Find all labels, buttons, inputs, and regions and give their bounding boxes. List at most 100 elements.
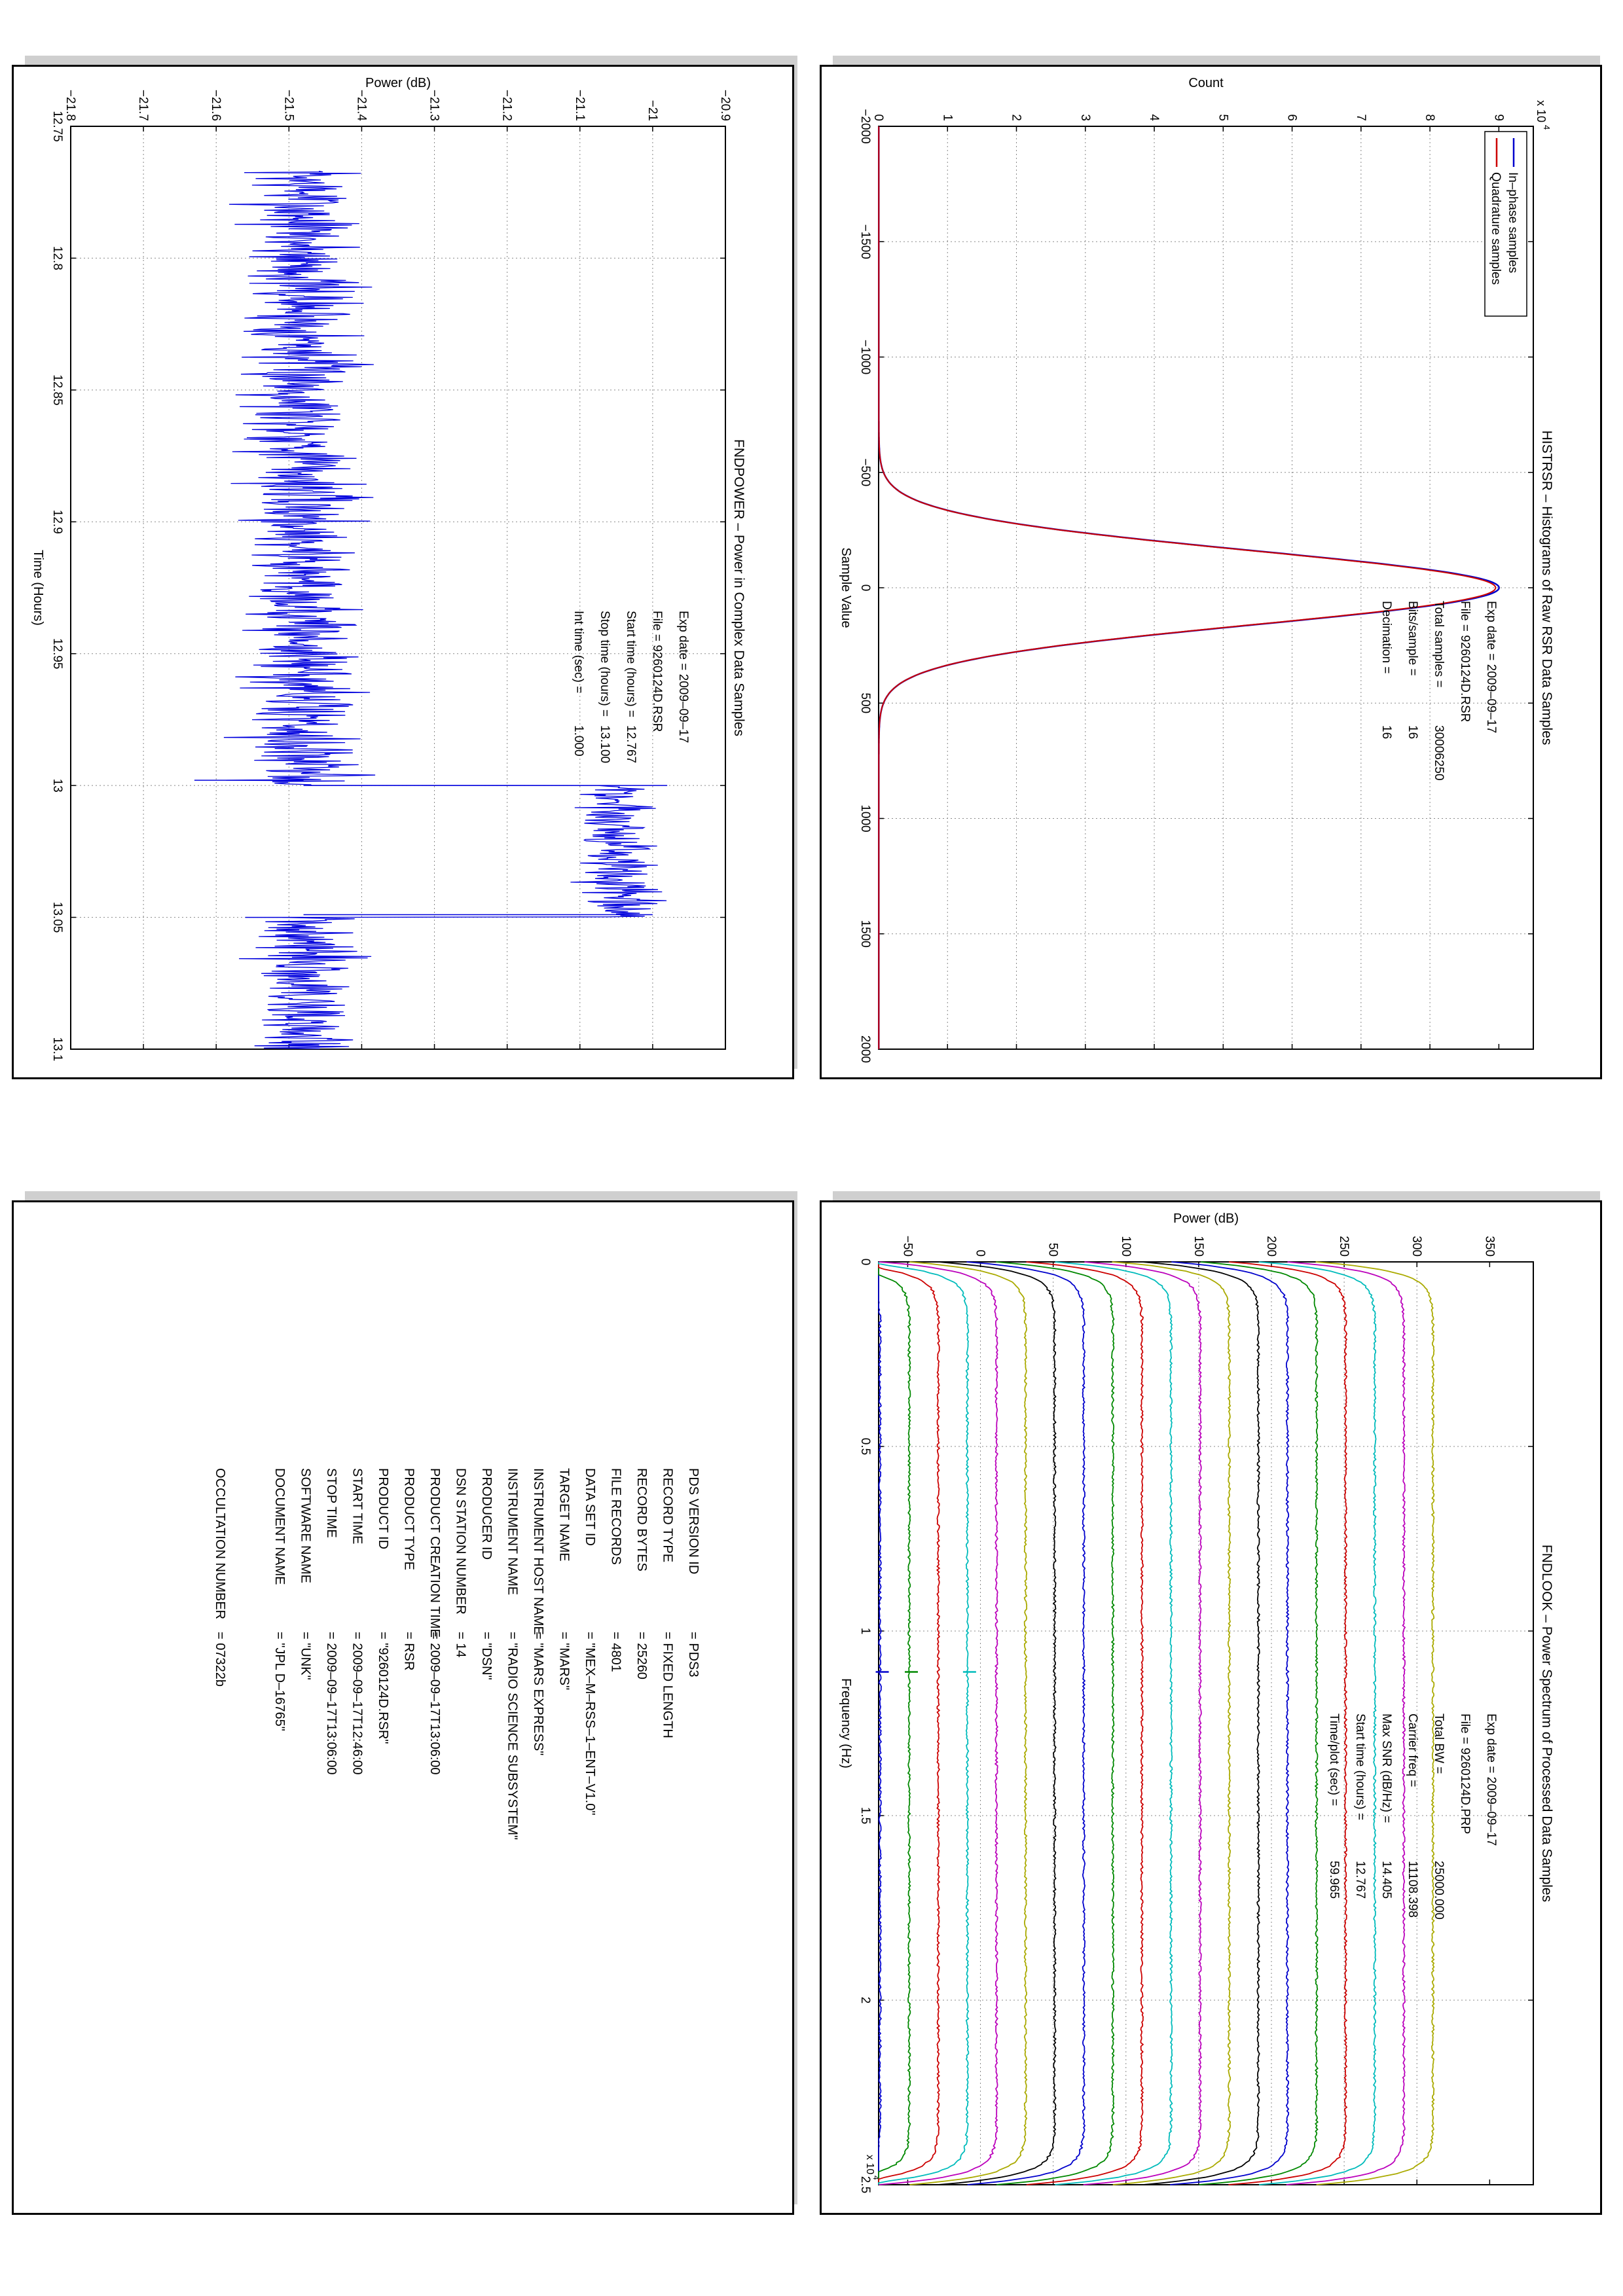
spectrum-series-line — [878, 1262, 941, 2185]
y-tick-label: 50 — [1046, 1243, 1060, 1257]
x-tick-label: 12.95 — [50, 638, 64, 670]
x-tick-label: 12.9 — [50, 510, 64, 534]
info-label: Exp date = 2009–09–17 — [1484, 1713, 1498, 1846]
legend-box — [1484, 131, 1527, 317]
label-key: SOFTWARE NAME — [299, 1468, 313, 1583]
info-value: 11108.398 — [1406, 1861, 1419, 1918]
histogram-panel: −2000 −1500 −1000 −500 0 500 1000 1500 2000 0 1 2 3 4… — [820, 56, 1602, 1080]
info-label: Decimation = — [1379, 601, 1393, 673]
x-axis-label: Frequency (Hz) — [839, 1678, 853, 1768]
info-label: Start time (hours) = — [624, 611, 638, 717]
y-tick-label: −21.4 — [354, 90, 368, 122]
legend-entry: Quadrature samples — [1489, 172, 1503, 285]
x-multiplier: x 10 — [864, 2155, 875, 2174]
x-tick-label: 2.5 — [858, 2176, 872, 2193]
label-value: = 4801 — [609, 1632, 623, 1672]
info-label: File = 9260124D.PRP — [1458, 1713, 1472, 1834]
info-label: Total samples = — [1432, 601, 1446, 688]
spectrum-series-line — [966, 1261, 1086, 2185]
spectrum-series-line — [1315, 1261, 1435, 2185]
label-value: = "UNK" — [299, 1632, 313, 1680]
x-tick-label: 0 — [858, 1259, 872, 1266]
spectrum-series-line — [1112, 1261, 1231, 2185]
spectrum-series-line — [1055, 1261, 1173, 2185]
info-value: 16 — [1406, 725, 1419, 739]
info-value: 14.405 — [1379, 1861, 1393, 1899]
chart-title: FNDLOOK – Power Spectrum of Processed Da… — [1539, 1545, 1554, 1902]
spectrum-series-line — [938, 1261, 1057, 2185]
y-tick-label: 1 — [940, 114, 954, 121]
histogram-series-line — [878, 126, 1500, 1049]
info-value: 12.767 — [624, 725, 638, 763]
spectrum-series-line — [909, 1261, 1028, 2185]
y-tick-label: −21.5 — [282, 90, 295, 121]
spectrum-series-line — [1199, 1261, 1319, 2185]
y-tick-label: −21.8 — [64, 90, 77, 121]
y-tick-label: 5 — [1216, 114, 1230, 121]
label-value: = "MARS EXPRESS" — [531, 1632, 545, 1755]
spectrum-series-line — [878, 1262, 883, 2185]
spectrum-series-line — [1170, 1261, 1290, 2185]
x-tick-label: −1000 — [858, 340, 872, 374]
label-panel-frame — [12, 1200, 794, 2215]
y-tick-label: 150 — [1192, 1236, 1205, 1257]
label-key: START TIME — [350, 1468, 365, 1544]
spectrum-series-line — [1142, 1261, 1261, 2185]
y-tick-label: −21.1 — [573, 90, 587, 121]
label-key: STOP TIME — [324, 1468, 338, 1538]
label-key: PRODUCT ID — [376, 1468, 390, 1549]
label-value: = 2009–09–17T13:06:00 — [324, 1632, 338, 1775]
x-tick-label: 13.1 — [50, 1037, 64, 1062]
label-panel: PDS VERSION ID = PDS3 RECORD TYPE = FIXED L… — [12, 1191, 797, 2215]
x-tick-label: 13.05 — [50, 902, 64, 933]
info-label: Bits/sample = — [1406, 601, 1419, 676]
x-axis-label: Time (Hours) — [31, 550, 45, 626]
x-tick-label: 2000 — [858, 1035, 872, 1063]
power-panel: 12.75 12.8 12.85 12.9 12.95 13 13.05 13.1 −21.8 −… — [12, 56, 797, 1080]
histogram-series-line — [878, 126, 1497, 1049]
info-label: Total BW = — [1432, 1713, 1446, 1774]
spectrum-series-line — [1258, 1261, 1377, 2185]
info-value: 16 — [1379, 725, 1393, 739]
info-value: 30006250 — [1432, 725, 1446, 781]
info-label: Int time (sec) = — [572, 611, 585, 693]
y-tick-label: 2 — [1010, 114, 1023, 121]
label-value: = 14 — [454, 1632, 468, 1657]
y-tick-label: 100 — [1119, 1236, 1133, 1257]
plot-frame — [878, 126, 1534, 1050]
y-tick-label: −20.9 — [718, 90, 732, 121]
info-value: 12.767 — [1353, 1861, 1367, 1899]
label-table: PDS VERSION ID = PDS3 RECORD TYPE = FIXED L… — [213, 1468, 701, 1840]
label-value: = PDS3 — [686, 1632, 701, 1677]
spectrum-series-line — [1228, 1261, 1348, 2185]
label-value: = 25260 — [634, 1632, 649, 1679]
y-tick-label: −21.2 — [500, 90, 514, 121]
label-key: INSTRUMENT HOST NAME — [531, 1468, 545, 1635]
y-tick-label: −21.3 — [428, 90, 441, 121]
label-value: = 2009–09–17T13:06:00 — [428, 1632, 442, 1775]
y-multiplier-exponent: 4 — [1542, 125, 1552, 130]
y-tick-label: 4 — [1147, 114, 1161, 121]
x-tick-label: 0 — [858, 584, 872, 592]
x-tick-label: 2 — [858, 1997, 872, 2004]
info-value: 25000.000 — [1432, 1861, 1446, 1920]
info-value: 1.000 — [572, 725, 585, 757]
spectrum-panel: 0 0.5 1 1.5 2 2.5 −50 0 50 100 150 200 250 300 350 FNDL… — [820, 1191, 1602, 2215]
label-value: = "MARS" — [557, 1632, 572, 1690]
x-tick-label: 1500 — [858, 920, 872, 948]
histogram-chart: −2000 −1500 −1000 −500 0 500 1000 1500 2000 0 1 2 3 4… — [839, 76, 1554, 1063]
y-tick-label: −21.6 — [209, 90, 223, 121]
label-key: TARGET NAME — [557, 1468, 572, 1562]
info-label: Max SNR (dB/Hz) = — [1379, 1713, 1393, 1823]
label-key: DSN STATION NUMBER — [454, 1468, 468, 1615]
y-tick-label: −21 — [646, 100, 659, 121]
x-tick-label: 1 — [858, 1628, 872, 1635]
spectrum-series-line — [996, 1261, 1115, 2185]
x-tick-label: 13 — [50, 779, 64, 793]
label-value: = "MEX–M–RSS–1–ENT–V1.0" — [583, 1632, 597, 1815]
y-tick-label: 0 — [974, 1249, 987, 1257]
power-panel-frame — [12, 65, 794, 1079]
spectrum-series-line — [1083, 1261, 1203, 2185]
y-tick-label: 7 — [1354, 114, 1368, 121]
